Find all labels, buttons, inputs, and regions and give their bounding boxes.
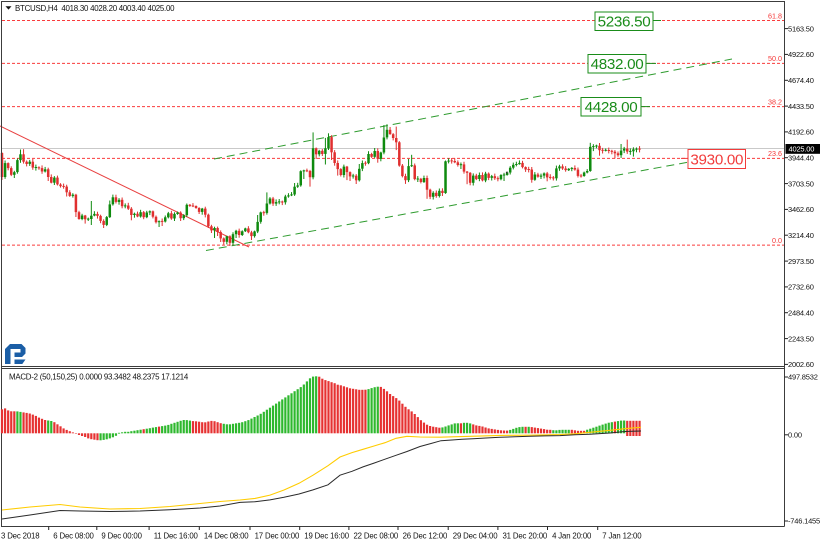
svg-text:3462.60: 3462.60	[788, 205, 814, 214]
svg-text:2484.40: 2484.40	[788, 308, 814, 317]
svg-text:2732.60: 2732.60	[788, 283, 814, 292]
svg-text:5236.50: 5236.50	[598, 14, 651, 31]
svg-text:BTCUSD,H4 4018.30 4028.20 400: BTCUSD,H4 4018.30 4028.20 4003.40 4025.0…	[15, 4, 175, 13]
svg-text:29 Dec 04:00: 29 Dec 04:00	[453, 532, 498, 541]
svg-text:31 Dec 20:00: 31 Dec 20:00	[503, 532, 548, 541]
svg-text:4 Jan 20:00: 4 Jan 20:00	[552, 532, 592, 541]
svg-text:6 Dec 08:00: 6 Dec 08:00	[53, 532, 94, 541]
svg-text:26 Dec 12:00: 26 Dec 12:00	[403, 532, 448, 541]
svg-text:497.8532: 497.8532	[788, 373, 818, 382]
svg-text:4192.60: 4192.60	[788, 128, 814, 137]
svg-text:4674.40: 4674.40	[788, 76, 814, 85]
svg-text:22 Dec 08:00: 22 Dec 08:00	[354, 532, 399, 541]
svg-text:3944.40: 3944.40	[788, 153, 814, 162]
svg-text:9 Dec 00:00: 9 Dec 00:00	[101, 532, 142, 541]
svg-text:5163.50: 5163.50	[788, 24, 814, 33]
svg-text:4433.50: 4433.50	[788, 102, 814, 111]
svg-text:3703.50: 3703.50	[788, 179, 814, 188]
svg-text:2973.50: 2973.50	[788, 257, 814, 266]
svg-text:61.8: 61.8	[768, 11, 782, 20]
svg-text:23.6: 23.6	[768, 149, 782, 158]
svg-text:50.0: 50.0	[768, 54, 782, 63]
svg-text:3214.40: 3214.40	[788, 231, 814, 240]
svg-text:3 Dec 2018: 3 Dec 2018	[1, 532, 39, 541]
svg-text:11 Dec 16:00: 11 Dec 16:00	[154, 532, 199, 541]
svg-text:4428.00: 4428.00	[585, 99, 638, 116]
svg-text:MACD-2 (50,150,25) 0.0000 93.3: MACD-2 (50,150,25) 0.0000 93.3482 48.237…	[9, 373, 189, 382]
svg-text:17 Dec 00:00: 17 Dec 00:00	[255, 532, 300, 541]
svg-text:14 Dec 08:00: 14 Dec 08:00	[204, 532, 249, 541]
svg-text:4832.00: 4832.00	[591, 56, 644, 73]
svg-text:2243.50: 2243.50	[788, 334, 814, 343]
svg-text:0.0: 0.0	[772, 236, 782, 245]
svg-text:3930.00: 3930.00	[690, 151, 743, 168]
svg-text:-746.1455: -746.1455	[788, 517, 820, 526]
svg-text:4922.60: 4922.60	[788, 50, 814, 59]
svg-text:0.00: 0.00	[788, 431, 802, 440]
svg-text:7 Jan 12:00: 7 Jan 12:00	[602, 532, 642, 541]
svg-text:4025.00: 4025.00	[789, 145, 815, 154]
svg-text:2002.60: 2002.60	[788, 360, 814, 369]
svg-text:38.2: 38.2	[768, 97, 782, 106]
svg-text:19 Dec 16:00: 19 Dec 16:00	[304, 532, 349, 541]
